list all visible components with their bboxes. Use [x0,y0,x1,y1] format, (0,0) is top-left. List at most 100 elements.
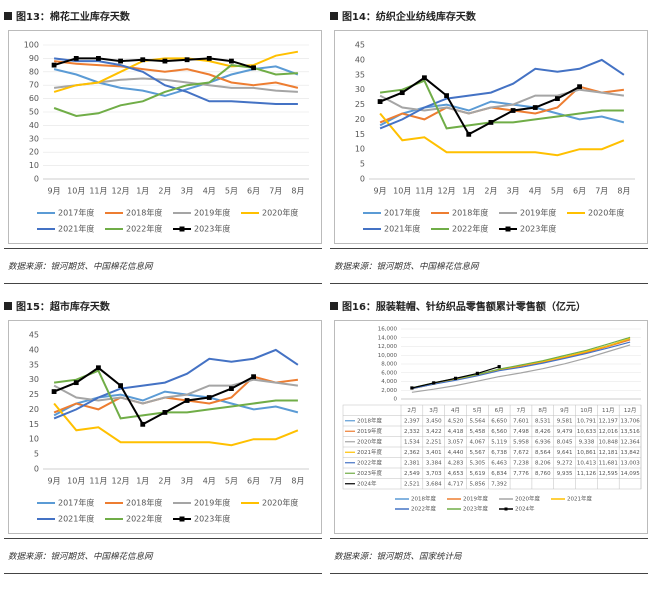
x-tick-label: 6月 [573,187,586,196]
table-cell: 3,450 [426,418,442,424]
y-tick-label: 15 [355,130,365,139]
table-cell: 13,003 [620,460,640,466]
series-marker [162,410,168,415]
table-header: 2月 [407,407,416,414]
chart: 0 5 10 15 20 25 30 35 40 45 9月 10月 11月 12月 1月 2月 3月 4月 5月 6… [355,41,635,234]
x-tick-label: 5月 [225,477,238,486]
table-cell: 4,067 [469,439,485,445]
table-cell: 9,338 [579,439,595,445]
series-marker [96,365,101,371]
series-line [379,112,625,157]
table-cell: 12,197 [599,418,619,424]
title-icon [330,302,338,310]
table-cell: 11,126 [577,471,597,477]
y-tick-label: 0 [34,465,39,474]
chart: 0 5 10 15 20 25 30 35 40 45 9月 10月 11月 12月 1月 2月 3月 4月 5月 6… [29,331,309,524]
series-line [379,85,625,124]
series-marker [229,58,234,64]
series-line [411,341,631,390]
table-cell: 2,251 [426,439,442,445]
x-tick-label: 7月 [269,187,282,196]
y-tick-label: 15 [29,420,39,429]
table-row-label: 2018年度 [357,416,382,424]
panel: 图15：超市库存天数 0 5 10 15 20 25 30 35 40 45 9月 10月 11月 12月 1… [4,298,322,583]
table-cell: 7,776 [513,471,529,477]
x-tick-label: 12月 [111,187,129,196]
x-tick-label: 4月 [203,477,216,486]
table-cell: 9,479 [557,429,573,435]
series-marker [206,395,212,400]
table-header: 10月 [580,407,593,414]
y-tick-label: 20 [355,115,365,124]
series-marker [140,57,146,63]
table-cell: 7,672 [513,450,529,456]
x-tick-label: 3月 [181,187,194,196]
table-row-label: 2020年度 [357,437,382,445]
legend-label: 2023年度 [463,505,488,513]
table-cell: 7,392 [491,481,507,487]
x-tick-label: 12月 [437,187,455,196]
table-cell: 13,516 [620,429,640,435]
y-tick-label: 20 [29,405,39,414]
legend-marker [179,516,185,522]
x-tick-label: 11月 [89,477,107,486]
series-marker [118,383,123,389]
table-cell: 2,362 [404,450,420,456]
table-cell: 7,601 [513,418,529,424]
table-row-label: 2023年度 [357,469,382,477]
table-cell: 6,738 [491,450,507,456]
series-marker [162,58,168,64]
series-marker [488,120,494,125]
legend-label: 2020年度 [515,495,540,503]
x-tick-label: 11月 [415,187,433,196]
table-cell: 13,706 [620,418,640,424]
series-marker [510,108,516,113]
table-cell: 12,595 [599,471,619,477]
legend-label: 2017年度 [384,208,420,218]
table-cell: 5,958 [513,439,529,445]
series-marker [51,62,57,68]
x-tick-label: 9月 [48,477,61,486]
series-marker [184,398,190,403]
source: 数据来源：银河期货、中国棉花信息网 [8,552,153,562]
series-marker [377,99,383,104]
y-tick-label: 45 [355,41,365,50]
x-tick-label: 8月 [617,187,630,196]
table-cell: 3,703 [426,471,442,477]
y-tick-label: 5 [360,160,365,169]
panel-title: 图14：纺织企业纺线库存天数 [330,8,476,23]
table-cell: 2,381 [404,460,420,466]
divider [4,283,322,284]
legend-label: 2022年度 [126,514,162,524]
divider [4,538,322,539]
series-marker [140,421,146,427]
divider [4,248,322,249]
x-tick-label: 5月 [551,187,564,196]
table-cell: 5,619 [469,471,485,477]
series-line [53,57,254,69]
y-tick-label: 40 [29,345,39,354]
series-marker [497,365,501,369]
x-tick-label: 9月 [374,187,387,196]
table-cell: 11,681 [599,460,618,466]
panel-title: 图15：超市库存天数 [4,298,110,313]
series-marker [73,380,79,386]
table-row-label: 2022年度 [357,458,382,466]
y-tick-label: 0 [34,175,39,184]
series-marker [444,93,449,99]
panel: 图13：棉花工业库存天数 0 10 20 30 40 50 60 70 80 90 100 9月 10月 1… [4,8,322,293]
legend-label: 2021年度 [567,495,592,503]
table-cell: 10,791 [577,418,596,424]
series-marker [73,56,79,61]
table-cell: 5,856 [469,481,485,487]
series-marker [96,56,101,61]
panel-title: 图16：服装鞋帽、针纺织品零售额累计零售额（亿元） [330,298,586,313]
table-cell: 12,016 [599,429,619,435]
series-line [379,76,581,136]
y-tick-label: 12,000 [378,344,398,350]
table-cell: 8,760 [535,471,551,477]
table-cell: 8,531 [535,418,551,424]
x-tick-label: 5月 [225,187,238,196]
series-marker [555,96,560,101]
